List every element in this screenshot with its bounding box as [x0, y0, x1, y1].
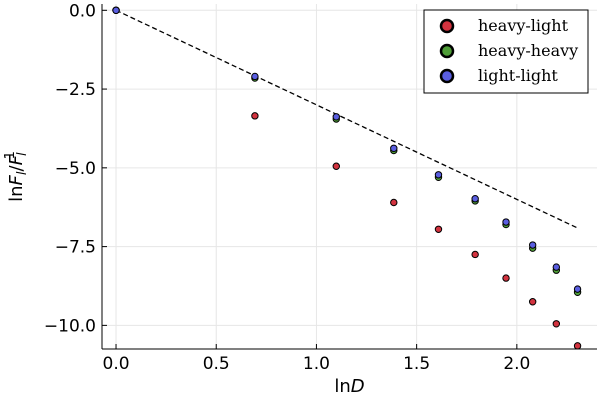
- data-point: [528, 241, 537, 249]
- data-point: [434, 225, 443, 233]
- axes: [101, 4, 597, 350]
- data-point: [471, 195, 479, 203]
- y-tick-label: 0.0: [69, 1, 96, 21]
- x-tick-label: 2.0: [503, 354, 530, 374]
- data-point: [251, 72, 259, 81]
- data-point: [573, 342, 582, 350]
- data-point: [552, 320, 561, 328]
- legend: heavy-light heavy-heavy light-light: [423, 9, 589, 94]
- legend-label: heavy-heavy: [478, 41, 578, 60]
- tick-labels: 0.0 0.5 1.0 1.5 2.0 0.0 −2.5 −5.0 −7.5 −10.0: [44, 1, 530, 374]
- data-point: [390, 198, 398, 207]
- data-point: [502, 274, 510, 282]
- data-points: [112, 6, 582, 350]
- y-tick-label: −10.0: [44, 316, 96, 336]
- axis-labels: lnD lnFl/Fl1: [3, 151, 365, 397]
- data-point: [390, 144, 398, 153]
- data-point: [502, 218, 510, 226]
- data-point: [552, 263, 561, 271]
- data-point: [573, 285, 582, 293]
- data-point: [332, 113, 340, 121]
- data-point: [251, 112, 259, 120]
- data-point: [434, 171, 443, 179]
- series-light-light: [112, 6, 582, 293]
- x-tick-label: 1.5: [403, 354, 430, 374]
- y-tick-label: −7.5: [55, 238, 96, 258]
- data-point: [112, 6, 120, 15]
- legend-label: heavy-light: [478, 16, 569, 35]
- x-tick-label: 0.0: [103, 354, 130, 374]
- data-point: [332, 162, 340, 170]
- reference-line-layer: [115, 9, 578, 229]
- legend-label: light-light: [478, 66, 558, 85]
- legend-marker: [439, 18, 455, 34]
- grid: [102, 4, 597, 349]
- data-point: [471, 250, 479, 259]
- y-axis-label: lnFl/Fl1: [3, 151, 30, 202]
- y-tick-label: −5.0: [55, 159, 96, 179]
- legend-marker: [439, 43, 455, 59]
- x-tick-label: 1.0: [303, 354, 330, 374]
- data-point: [528, 298, 537, 306]
- reference-line: [115, 9, 578, 229]
- y-tick-label: −2.5: [55, 80, 96, 100]
- x-tick-label: 0.5: [203, 354, 230, 374]
- legend-marker: [439, 68, 455, 84]
- x-axis-label: lnD: [334, 376, 364, 397]
